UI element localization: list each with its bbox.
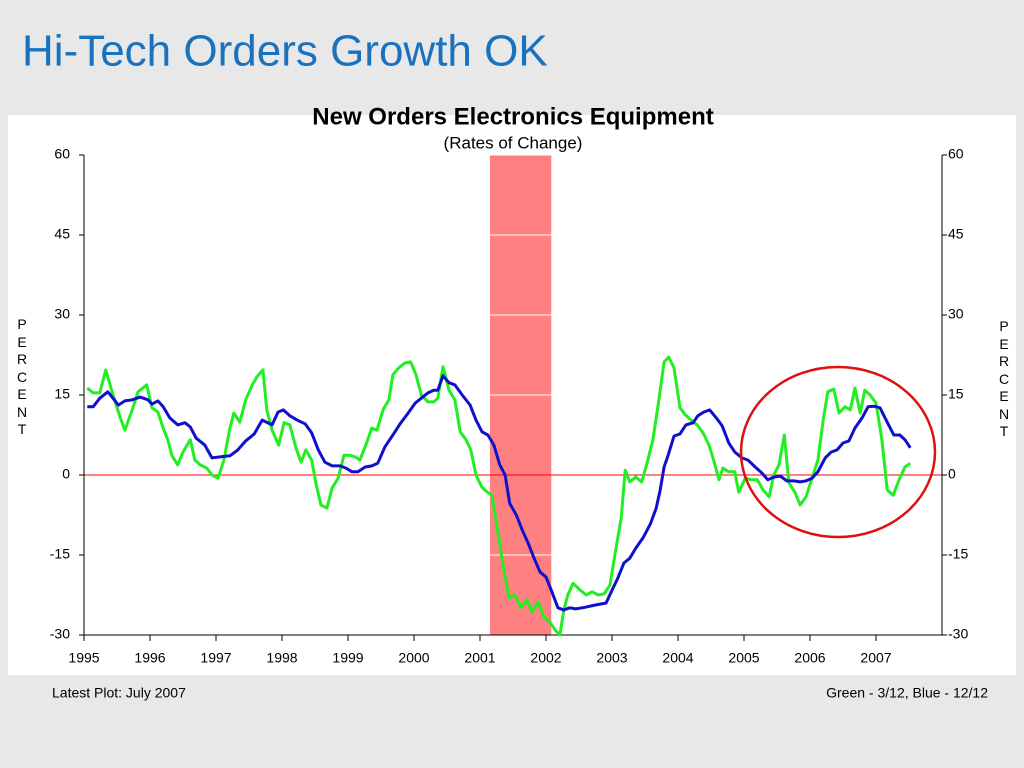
x-tick-label: 1999	[332, 650, 363, 666]
y2-tick-label: 30	[948, 306, 964, 322]
y2-tick-label: -30	[948, 626, 968, 642]
y2-tick-label: 15	[948, 386, 964, 402]
y-tick-label: 30	[54, 306, 70, 322]
y2-tick-label: 0	[948, 466, 956, 482]
x-tick-label: 1996	[134, 650, 165, 666]
y2-tick-label: 60	[948, 146, 964, 162]
footnote-right: Green - 3/12, Blue - 12/12	[826, 685, 988, 701]
x-tick-label: 2002	[530, 650, 561, 666]
highlight-circle	[739, 365, 937, 539]
x-tick-label: 1997	[200, 650, 231, 666]
x-tick-label: 2006	[794, 650, 825, 666]
x-tick-label: 1995	[68, 650, 99, 666]
chart-title: New Orders Electronics Equipment	[312, 103, 713, 130]
slide-title: Hi-Tech Orders Growth OK	[22, 27, 548, 76]
x-tick-label: 2005	[728, 650, 759, 666]
x-tick-label: 2007	[860, 650, 891, 666]
x-tick-label: 2004	[662, 650, 693, 666]
y-tick-label: -30	[50, 626, 70, 642]
y-tick-label: 60	[54, 146, 70, 162]
x-tick-label: 2000	[398, 650, 429, 666]
y-tick-label: 15	[54, 386, 70, 402]
x-tick-label: 1998	[266, 650, 297, 666]
y-axis-label: PERCENT	[16, 316, 28, 437]
y-tick-label: 45	[54, 226, 70, 242]
plot: -30 -15 0 15 30 45 60 -30 -15 0 15 30 45 60 1995 1996 19…	[50, 146, 969, 666]
y2-tick-label: -15	[948, 546, 968, 562]
y2-axis-label: PERCENT	[998, 318, 1010, 439]
chart-subtitle: (Rates of Change)	[444, 133, 583, 152]
y2-tick-label: 45	[948, 226, 964, 242]
series-line	[87, 374, 912, 612]
x-tick-label: 2001	[464, 650, 495, 666]
x-tick-label: 2003	[596, 650, 627, 666]
y-tick-label: -15	[50, 546, 70, 562]
y-tick-label: 0	[62, 466, 70, 482]
footnote-left: Latest Plot: July 2007	[52, 685, 186, 701]
series-line	[86, 355, 912, 637]
